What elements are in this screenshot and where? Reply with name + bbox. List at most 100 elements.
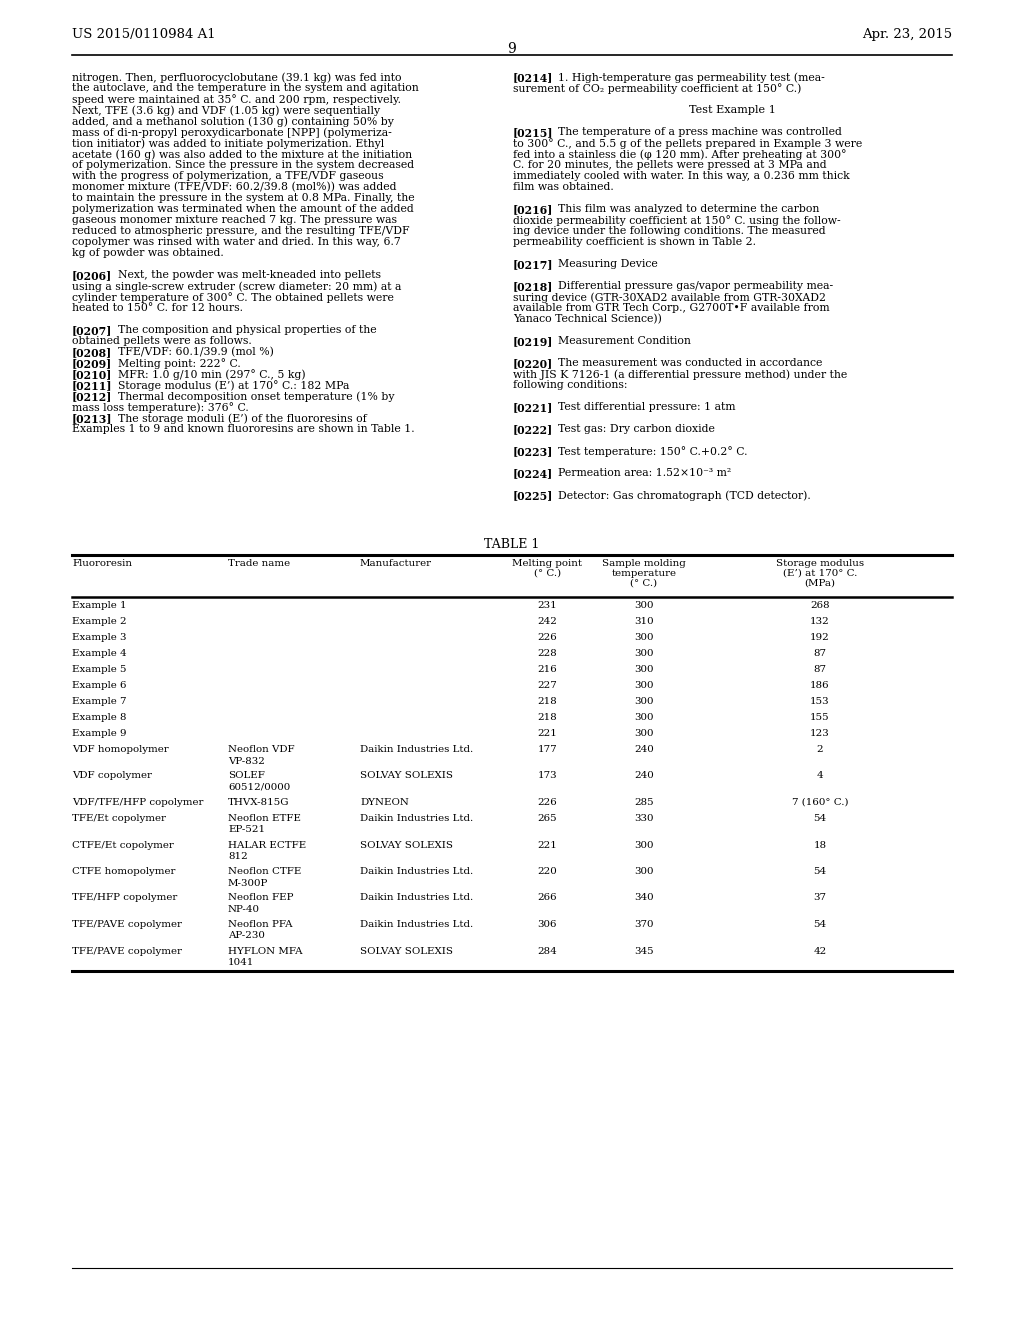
Text: 300: 300 [634, 601, 653, 610]
Text: 18: 18 [813, 841, 826, 850]
Text: the autoclave, and the temperature in the system and agitation: the autoclave, and the temperature in th… [72, 83, 419, 92]
Text: Test temperature: 150° C.+0.2° C.: Test temperature: 150° C.+0.2° C. [545, 446, 748, 457]
Text: Daikin Industries Ltd.: Daikin Industries Ltd. [360, 920, 473, 929]
Text: 54: 54 [813, 814, 826, 822]
Text: 310: 310 [634, 616, 653, 626]
Text: Permeation area: 1.52×10⁻³ m²: Permeation area: 1.52×10⁻³ m² [545, 469, 732, 478]
Text: 300: 300 [634, 634, 653, 642]
Text: copolymer was rinsed with water and dried. In this way, 6.7: copolymer was rinsed with water and drie… [72, 238, 400, 247]
Text: Storage modulus (E’) at 170° C.: 182 MPa: Storage modulus (E’) at 170° C.: 182 MPa [103, 380, 349, 391]
Text: Differential pressure gas/vapor permeability mea-: Differential pressure gas/vapor permeabi… [545, 281, 834, 290]
Text: Test gas: Dry carbon dioxide: Test gas: Dry carbon dioxide [545, 424, 716, 434]
Text: 265: 265 [538, 814, 557, 822]
Text: 240: 240 [634, 744, 654, 754]
Text: 7 (160° C.): 7 (160° C.) [792, 799, 848, 807]
Text: [0222]: [0222] [513, 424, 553, 436]
Text: VDF/TFE/HFP copolymer: VDF/TFE/HFP copolymer [72, 799, 204, 807]
Text: SOLVAY SOLEXIS: SOLVAY SOLEXIS [360, 771, 453, 780]
Text: 242: 242 [538, 616, 557, 626]
Text: 227: 227 [538, 681, 557, 690]
Text: kg of powder was obtained.: kg of powder was obtained. [72, 248, 224, 257]
Text: Example 1: Example 1 [72, 601, 127, 610]
Text: speed were maintained at 35° C. and 200 rpm, respectively.: speed were maintained at 35° C. and 200 … [72, 94, 401, 104]
Text: [0208]: [0208] [72, 347, 113, 358]
Text: MFR: 1.0 g/10 min (297° C., 5 kg): MFR: 1.0 g/10 min (297° C., 5 kg) [103, 370, 305, 380]
Text: Example 6: Example 6 [72, 681, 127, 690]
Text: TFE/VDF: 60.1/39.9 (mol %): TFE/VDF: 60.1/39.9 (mol %) [103, 347, 273, 358]
Text: Examples 1 to 9 and known fluororesins are shown in Table 1.: Examples 1 to 9 and known fluororesins a… [72, 424, 415, 434]
Text: 228: 228 [538, 649, 557, 657]
Text: SOLEF: SOLEF [228, 771, 265, 780]
Text: Neoflon CTFE: Neoflon CTFE [228, 867, 301, 876]
Text: THVX-815G: THVX-815G [228, 799, 290, 807]
Text: Melting point: Melting point [512, 558, 583, 568]
Text: 1. High-temperature gas permeability test (mea-: 1. High-temperature gas permeability tes… [545, 73, 825, 83]
Text: 300: 300 [634, 649, 653, 657]
Text: 9: 9 [508, 42, 516, 55]
Text: VDF homopolymer: VDF homopolymer [72, 744, 169, 754]
Text: with JIS K 7126-1 (a differential pressure method) under the: with JIS K 7126-1 (a differential pressu… [513, 370, 847, 380]
Text: [0225]: [0225] [513, 490, 553, 502]
Text: C. for 20 minutes, the pellets were pressed at 3 MPa and: C. for 20 minutes, the pellets were pres… [513, 160, 826, 170]
Text: (° C.): (° C.) [534, 569, 561, 578]
Text: 87: 87 [813, 649, 826, 657]
Text: The composition and physical properties of the: The composition and physical properties … [103, 325, 376, 335]
Text: Test differential pressure: 1 atm: Test differential pressure: 1 atm [545, 403, 736, 412]
Text: Apr. 23, 2015: Apr. 23, 2015 [862, 28, 952, 41]
Text: Example 7: Example 7 [72, 697, 127, 706]
Text: Neoflon VDF: Neoflon VDF [228, 744, 295, 754]
Text: 42: 42 [813, 946, 826, 956]
Text: 132: 132 [810, 616, 829, 626]
Text: 155: 155 [810, 713, 829, 722]
Text: 300: 300 [634, 729, 653, 738]
Text: 370: 370 [634, 920, 653, 929]
Text: 54: 54 [813, 920, 826, 929]
Text: Daikin Industries Ltd.: Daikin Industries Ltd. [360, 867, 473, 876]
Text: polymerization was terminated when the amount of the added: polymerization was terminated when the a… [72, 205, 414, 214]
Text: SOLVAY SOLEXIS: SOLVAY SOLEXIS [360, 841, 453, 850]
Text: 37: 37 [813, 894, 826, 903]
Text: [0220]: [0220] [513, 358, 553, 370]
Text: [0217]: [0217] [513, 259, 554, 271]
Text: surement of CO₂ permeability coefficient at 150° C.): surement of CO₂ permeability coefficient… [513, 83, 802, 94]
Text: 300: 300 [634, 697, 653, 706]
Text: 300: 300 [634, 713, 653, 722]
Text: Thermal decomposition onset temperature (1% by: Thermal decomposition onset temperature … [103, 391, 394, 401]
Text: Daikin Industries Ltd.: Daikin Industries Ltd. [360, 894, 473, 903]
Text: Manufacturer: Manufacturer [360, 558, 432, 568]
Text: VDF copolymer: VDF copolymer [72, 771, 152, 780]
Text: reduced to atmospheric pressure, and the resulting TFE/VDF: reduced to atmospheric pressure, and the… [72, 226, 410, 236]
Text: suring device (GTR-30XAD2 available from GTR-30XAD2: suring device (GTR-30XAD2 available from… [513, 292, 826, 302]
Text: Neoflon ETFE: Neoflon ETFE [228, 814, 301, 822]
Text: Next, TFE (3.6 kg) and VDF (1.05 kg) were sequentially: Next, TFE (3.6 kg) and VDF (1.05 kg) wer… [72, 106, 380, 116]
Text: immediately cooled with water. In this way, a 0.236 mm thick: immediately cooled with water. In this w… [513, 172, 850, 181]
Text: Storage modulus: Storage modulus [776, 558, 864, 568]
Text: 216: 216 [538, 665, 557, 675]
Text: Measurement Condition: Measurement Condition [545, 337, 691, 346]
Text: added, and a methanol solution (130 g) containing 50% by: added, and a methanol solution (130 g) c… [72, 116, 394, 127]
Text: 218: 218 [538, 697, 557, 706]
Text: CTFE/Et copolymer: CTFE/Et copolymer [72, 841, 174, 850]
Text: [0224]: [0224] [513, 469, 553, 479]
Text: acetate (160 g) was also added to the mixture at the initiation: acetate (160 g) was also added to the mi… [72, 149, 412, 160]
Text: 173: 173 [538, 771, 557, 780]
Text: ing device under the following conditions. The measured: ing device under the following condition… [513, 226, 825, 236]
Text: mass of di-n-propyl peroxydicarbonate [NPP] (polymeriza-: mass of di-n-propyl peroxydicarbonate [N… [72, 127, 392, 137]
Text: NP-40: NP-40 [228, 906, 260, 913]
Text: Fluororesin: Fluororesin [72, 558, 132, 568]
Text: HALAR ECTFE: HALAR ECTFE [228, 841, 306, 850]
Text: 218: 218 [538, 713, 557, 722]
Text: tion initiator) was added to initiate polymerization. Ethyl: tion initiator) was added to initiate po… [72, 139, 384, 149]
Text: TFE/HFP copolymer: TFE/HFP copolymer [72, 894, 177, 903]
Text: 54: 54 [813, 867, 826, 876]
Text: available from GTR Tech Corp., G2700T•F available from: available from GTR Tech Corp., G2700T•F … [513, 304, 829, 313]
Text: M-300P: M-300P [228, 879, 268, 887]
Text: mass loss temperature): 376° C.: mass loss temperature): 376° C. [72, 403, 249, 413]
Text: 300: 300 [634, 681, 653, 690]
Text: dioxide permeability coefficient at 150° C. using the follow-: dioxide permeability coefficient at 150°… [513, 215, 841, 226]
Text: fed into a stainless die (φ 120 mm). After preheating at 300°: fed into a stainless die (φ 120 mm). Aft… [513, 149, 847, 160]
Text: (° C.): (° C.) [631, 579, 657, 587]
Text: 2: 2 [817, 744, 823, 754]
Text: This film was analyzed to determine the carbon: This film was analyzed to determine the … [545, 205, 820, 214]
Text: [0207]: [0207] [72, 325, 113, 337]
